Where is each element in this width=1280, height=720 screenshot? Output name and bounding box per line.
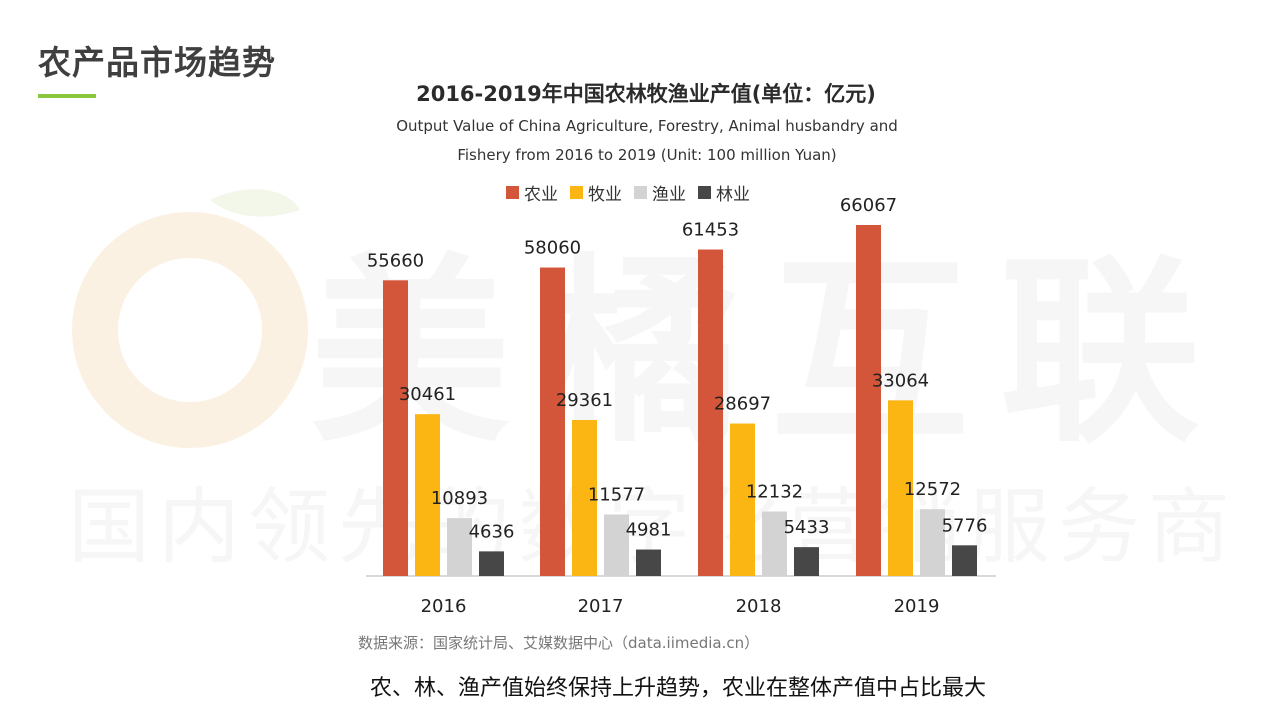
legend-label: 渔业	[652, 185, 686, 205]
x-tick-label: 2019	[894, 596, 940, 617]
bar-2019-series-2	[920, 509, 945, 576]
data-label: 5433	[784, 517, 830, 538]
bar-2016-series-3	[479, 551, 504, 576]
data-label: 12132	[746, 482, 803, 503]
x-tick-label: 2018	[736, 596, 782, 617]
data-label: 58060	[524, 238, 581, 259]
bar-2016-series-2	[447, 518, 472, 576]
data-label: 55660	[367, 250, 424, 271]
conclusion-text: 农、林、渔产值始终保持上升趋势，农业在整体产值中占比最大	[369, 676, 986, 701]
legend-item-agriculture: 农业	[506, 180, 558, 205]
data-label: 10893	[431, 488, 488, 509]
data-source: 数据来源：国家统计局、艾媒数据中心（data.iimedia.cn）	[358, 634, 760, 652]
bar-2017-series-1	[572, 420, 597, 576]
bar-2019-series-0	[856, 225, 881, 576]
x-tick-label: 2017	[578, 596, 624, 617]
legend-swatch	[506, 186, 519, 199]
data-label: 33064	[872, 370, 929, 391]
legend-label: 农业	[524, 185, 558, 205]
bar-2018-series-2	[762, 511, 787, 576]
bar-2017-series-3	[636, 549, 661, 576]
bar-2017-series-0	[540, 267, 565, 576]
data-label: 4981	[626, 520, 672, 541]
title-underline	[38, 94, 96, 98]
bar-2019-series-1	[888, 400, 913, 576]
x-tick-label: 2016	[421, 596, 467, 617]
legend-item-fishery: 渔业	[634, 180, 686, 205]
bar-2016-series-0	[383, 280, 408, 576]
bar-2018-series-1	[730, 423, 755, 576]
bar-2018-series-0	[698, 249, 723, 577]
chart-legend: 农业 牧业 渔业 林业	[506, 180, 762, 205]
data-label: 66067	[840, 195, 897, 216]
chart-subtitle-line1: Output Value of China Agriculture, Fores…	[396, 117, 898, 135]
legend-label: 林业	[716, 185, 750, 205]
bar-2017-series-2	[604, 514, 629, 576]
data-label: 61453	[682, 220, 739, 241]
data-label: 11577	[588, 484, 645, 505]
legend-swatch	[570, 186, 583, 199]
chart-title: 2016-2019年中国农林牧渔业产值(单位：亿元)	[416, 82, 876, 106]
data-label: 28697	[714, 394, 771, 415]
legend-item-forestry: 林业	[698, 180, 750, 205]
bar-2018-series-3	[794, 547, 819, 576]
data-label: 30461	[399, 384, 456, 405]
legend-swatch	[698, 186, 711, 199]
data-label: 5776	[942, 515, 988, 536]
bar-2016-series-1	[415, 414, 440, 576]
data-label: 29361	[556, 390, 613, 411]
legend-label: 牧业	[588, 185, 622, 205]
bar-2019-series-3	[952, 545, 977, 576]
legend-swatch	[634, 186, 647, 199]
legend-item-animal-husbandry: 牧业	[570, 180, 622, 205]
chart-subtitle-line2: Fishery from 2016 to 2019 (Unit: 100 mil…	[457, 146, 837, 164]
page-title: 农产品市场趋势	[38, 43, 276, 82]
data-label: 12572	[904, 479, 961, 500]
data-label: 4636	[469, 521, 515, 542]
